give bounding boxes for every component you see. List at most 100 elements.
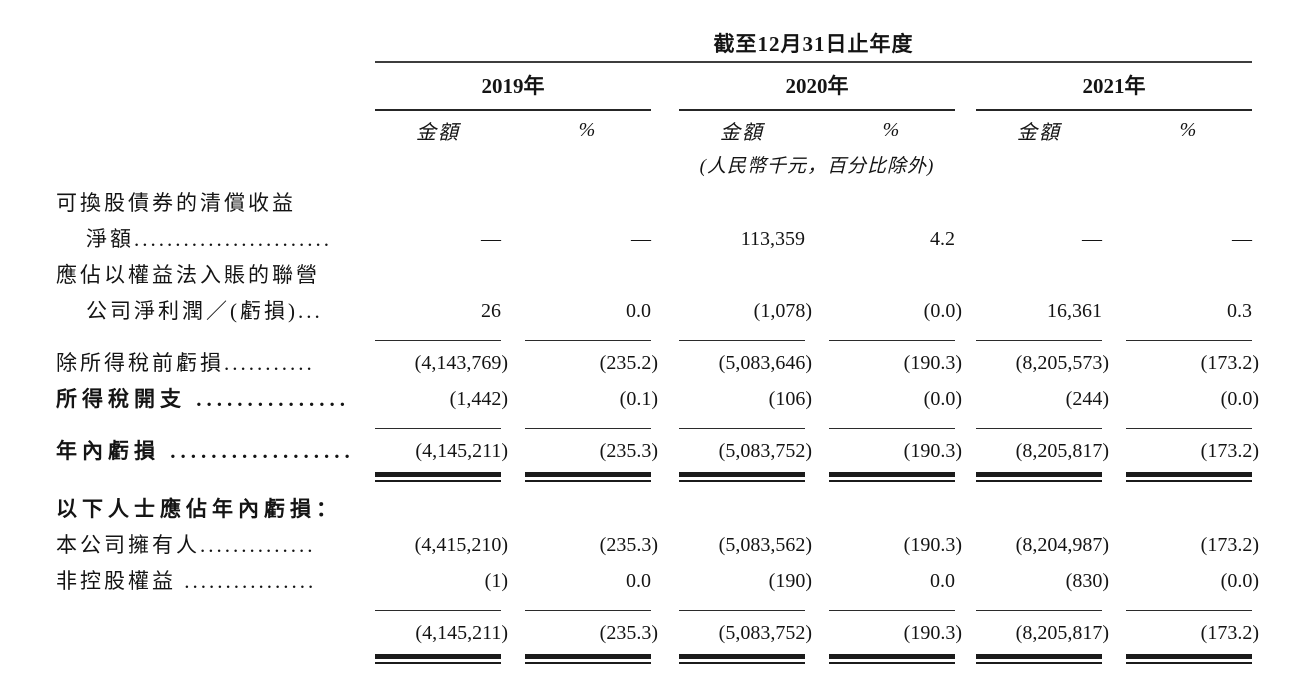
rule — [525, 428, 651, 429]
percent-value: (235.3) — [599, 440, 658, 462]
rule — [829, 340, 955, 341]
percent-value: 0.0 — [930, 570, 955, 592]
amount-value: (5,083,646) — [718, 352, 812, 374]
row-label: 年內虧損 .................. — [56, 439, 355, 463]
amount-value: (8,205,817) — [1015, 622, 1109, 644]
double-rule — [1126, 654, 1252, 664]
amount-value: (244) — [1065, 388, 1109, 410]
double-rule — [375, 472, 501, 482]
table-row: 非控股權益 ................ (1) 0.0 (190) 0.0… — [56, 563, 1314, 599]
row-label: 公司淨利潤／(虧損)... — [86, 299, 323, 323]
percent-value: (235.2) — [599, 352, 658, 374]
section-header: 以下人士應佔年內虧損： — [56, 497, 342, 521]
percent-value: (0.0) — [1220, 388, 1259, 410]
table-row: 公司淨利潤／(虧損)... 26 0.0 (1,078) (0.0) 16,36… — [56, 293, 1314, 329]
amount-header-2020: 金額 — [720, 121, 764, 144]
header-rule-row — [56, 60, 1314, 63]
row-label: 除所得稅前虧損........... — [56, 351, 315, 375]
percent-value: (190.3) — [903, 534, 962, 556]
unit-note: (人民幣千元，百分比除外) — [699, 155, 935, 177]
double-rule — [679, 472, 805, 482]
table-row: 本公司擁有人.............. (4,415,210) (235.3)… — [56, 527, 1314, 563]
amount-value: (8,204,987) — [1015, 534, 1109, 556]
percent-value: (173.2) — [1200, 534, 1259, 556]
table-row: 年內虧損 .................. (4,145,211) (235… — [56, 433, 1314, 469]
table-row: 應佔以權益法入賬的聯營 — [56, 257, 1314, 293]
amount-value: — — [1082, 228, 1102, 250]
amount-value: (106) — [768, 388, 812, 410]
percent-value: (173.2) — [1200, 440, 1259, 462]
percent-value: (190.3) — [903, 622, 962, 644]
double-rule — [829, 472, 955, 482]
amount-value: 16,361 — [1047, 300, 1102, 322]
double-rule — [976, 654, 1102, 664]
row-label: 本公司擁有人.............. — [56, 533, 316, 557]
double-rule — [525, 472, 651, 482]
percent-value: (0.0) — [923, 388, 962, 410]
amount-value: (4,145,211) — [415, 440, 508, 462]
unit-note-row: (人民幣千元，百分比除外) — [56, 149, 1314, 179]
subheader-row: 金額 % 金額 % 金額 % — [56, 111, 1314, 149]
rule — [679, 428, 805, 429]
double-rule — [525, 654, 651, 664]
amount-value: (4,143,769) — [414, 352, 508, 374]
row-label: 淨額........................ — [86, 227, 332, 251]
year-header-row: 2019年 2020年 2021年 — [56, 63, 1314, 111]
amount-value: (8,205,817) — [1015, 440, 1109, 462]
separator-row — [56, 599, 1314, 615]
table-row: 除所得稅前虧損........... (4,143,769) (235.2) (… — [56, 345, 1314, 381]
rule — [525, 340, 651, 341]
rule — [829, 610, 955, 611]
percent-value: 0.3 — [1227, 300, 1252, 322]
amount-value: 26 — [481, 300, 501, 322]
amount-value: (190) — [768, 570, 812, 592]
percent-value: (235.3) — [599, 534, 658, 556]
header-rule — [375, 61, 1252, 63]
amount-value: — — [481, 228, 501, 250]
total-rule-row — [56, 651, 1314, 673]
year-2019-header: 2019年 — [375, 70, 651, 111]
rule — [976, 610, 1102, 611]
rule — [1126, 340, 1252, 341]
year-2020-header: 2020年 — [679, 70, 955, 111]
rule — [829, 428, 955, 429]
percent-value: (235.3) — [599, 622, 658, 644]
percent-value: (190.3) — [903, 440, 962, 462]
rule — [375, 428, 501, 429]
table-row: 所得稅開支 ............... (1,442) (0.1) (106… — [56, 381, 1314, 417]
percent-value: (0.1) — [619, 388, 658, 410]
amount-value: (5,083,752) — [718, 440, 812, 462]
rule — [976, 428, 1102, 429]
percent-value: (173.2) — [1200, 622, 1259, 644]
double-rule — [1126, 472, 1252, 482]
amount-value: (4,145,211) — [415, 622, 508, 644]
percent-header-2019: % — [578, 118, 598, 141]
amount-value: (8,205,573) — [1015, 352, 1109, 374]
financial-statement-page: 截至12月31日止年度 2019年 2020年 2021年 金額 % 金額 % … — [56, 26, 1314, 673]
percent-value: 4.2 — [930, 228, 955, 250]
amount-value: (1) — [484, 570, 508, 592]
double-rule — [976, 472, 1102, 482]
rule — [1126, 610, 1252, 611]
section-header-row: 以下人士應佔年內虧損： — [56, 491, 1314, 527]
amount-value: (5,083,752) — [718, 622, 812, 644]
rule — [1126, 428, 1252, 429]
separator-row — [56, 329, 1314, 345]
year-2021-header: 2021年 — [976, 70, 1252, 111]
percent-value: 0.0 — [626, 570, 651, 592]
period-header-row: 截至12月31日止年度 — [56, 26, 1314, 60]
row-label: 所得稅開支 ............... — [56, 387, 350, 411]
rule — [679, 340, 805, 341]
rule — [976, 340, 1102, 341]
rule — [375, 340, 501, 341]
amount-value: (5,083,562) — [718, 534, 812, 556]
total-row: (4,145,211) (235.3) (5,083,752) (190.3) … — [56, 615, 1314, 651]
percent-value: 0.0 — [626, 300, 651, 322]
amount-header-2019: 金額 — [416, 121, 460, 144]
double-rule — [375, 654, 501, 664]
row-label: 應佔以權益法入賬的聯營 — [56, 263, 320, 287]
rule — [525, 610, 651, 611]
amount-value: (830) — [1065, 570, 1109, 592]
amount-value: (1,442) — [449, 388, 508, 410]
row-label: 非控股權益 ................ — [56, 569, 317, 593]
